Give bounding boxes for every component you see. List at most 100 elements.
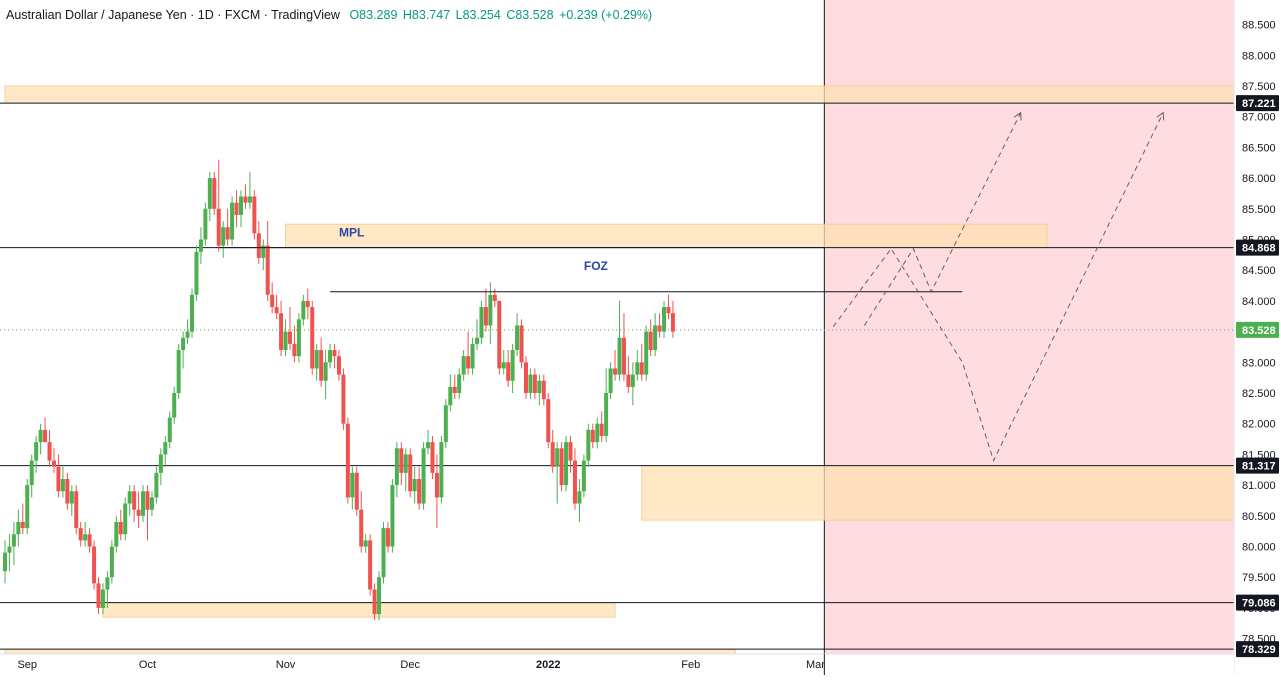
candle[interactable]: [635, 362, 640, 375]
candle[interactable]: [394, 448, 399, 486]
candle[interactable]: [51, 460, 56, 467]
candle[interactable]: [488, 294, 493, 326]
candle[interactable]: [287, 331, 292, 344]
candle[interactable]: [372, 589, 377, 615]
candle[interactable]: [439, 442, 444, 498]
candle[interactable]: [426, 442, 431, 449]
candle[interactable]: [363, 540, 368, 547]
candle[interactable]: [381, 528, 386, 578]
candle[interactable]: [92, 546, 97, 584]
candle[interactable]: [434, 472, 439, 498]
candle[interactable]: [34, 442, 39, 461]
candle[interactable]: [568, 442, 573, 461]
candle[interactable]: [443, 405, 448, 443]
projection-path[interactable]: [863, 114, 1020, 326]
candle[interactable]: [292, 343, 297, 357]
price-label-box[interactable]: [1236, 641, 1279, 658]
price-label-box[interactable]: [1236, 95, 1279, 112]
candle[interactable]: [78, 528, 83, 541]
candle[interactable]: [109, 546, 114, 578]
candle[interactable]: [621, 337, 626, 375]
candle[interactable]: [336, 356, 341, 375]
supply-demand-zone[interactable]: [102, 602, 616, 618]
candle[interactable]: [194, 251, 199, 295]
candle[interactable]: [510, 350, 515, 381]
candle[interactable]: [221, 227, 226, 246]
candle[interactable]: [403, 454, 408, 473]
candle[interactable]: [167, 417, 172, 443]
candle[interactable]: [479, 307, 484, 338]
candle[interactable]: [154, 472, 159, 498]
candle[interactable]: [323, 362, 328, 381]
candle[interactable]: [207, 178, 212, 209]
candle[interactable]: [350, 472, 355, 498]
candle[interactable]: [639, 362, 644, 375]
candle[interactable]: [653, 325, 658, 351]
foz-annotation[interactable]: FOZ: [584, 259, 608, 273]
candle[interactable]: [341, 374, 346, 424]
candle[interactable]: [87, 534, 92, 547]
candle[interactable]: [559, 448, 564, 486]
candle[interactable]: [586, 429, 591, 461]
candle[interactable]: [83, 534, 88, 541]
price-label-box[interactable]: [1236, 321, 1279, 338]
candle[interactable]: [332, 350, 337, 357]
candle[interactable]: [239, 196, 244, 215]
candle[interactable]: [56, 466, 61, 492]
candle[interactable]: [617, 337, 622, 375]
supply-demand-zone[interactable]: [641, 465, 1235, 521]
mpl-annotation[interactable]: MPL: [339, 225, 364, 239]
supply-demand-zone[interactable]: [285, 223, 1048, 248]
candle[interactable]: [11, 534, 16, 547]
candle[interactable]: [590, 429, 595, 443]
candle[interactable]: [515, 325, 520, 351]
candle[interactable]: [118, 521, 123, 535]
candle[interactable]: [136, 509, 141, 516]
candle[interactable]: [252, 196, 257, 234]
candle[interactable]: [345, 423, 350, 498]
candle[interactable]: [114, 521, 119, 547]
candle[interactable]: [172, 393, 177, 418]
candle[interactable]: [666, 307, 671, 314]
candle[interactable]: [158, 454, 163, 473]
candle[interactable]: [546, 399, 551, 443]
candle[interactable]: [319, 350, 324, 381]
candle[interactable]: [225, 227, 230, 240]
supply-demand-zone[interactable]: [4, 85, 1235, 104]
candle[interactable]: [127, 491, 132, 504]
candle[interactable]: [537, 380, 542, 394]
candle[interactable]: [523, 362, 528, 394]
candle[interactable]: [149, 497, 154, 510]
candle[interactable]: [630, 374, 635, 387]
candle[interactable]: [528, 374, 533, 394]
candle[interactable]: [581, 460, 586, 492]
candle[interactable]: [541, 380, 546, 400]
candle[interactable]: [283, 331, 288, 351]
candle[interactable]: [47, 442, 52, 461]
candle[interactable]: [247, 196, 252, 203]
projection-path[interactable]: [832, 114, 1163, 462]
candle[interactable]: [497, 300, 502, 369]
candle[interactable]: [452, 386, 457, 394]
candle[interactable]: [305, 300, 310, 308]
candle[interactable]: [310, 307, 315, 369]
candle[interactable]: [385, 528, 390, 547]
candle[interactable]: [60, 478, 65, 492]
candle[interactable]: [461, 356, 466, 375]
candle[interactable]: [69, 491, 74, 504]
candle[interactable]: [626, 374, 631, 387]
candle[interactable]: [16, 521, 21, 535]
symbol-title[interactable]: Australian Dollar / Japanese Yen · 1D · …: [6, 8, 340, 22]
price-label-box[interactable]: [1236, 594, 1279, 611]
candle[interactable]: [448, 386, 453, 406]
candle[interactable]: [212, 178, 217, 209]
candle[interactable]: [74, 491, 79, 529]
candle[interactable]: [234, 202, 239, 215]
candle[interactable]: [421, 448, 426, 504]
candle[interactable]: [3, 552, 7, 572]
candle[interactable]: [270, 294, 275, 308]
candle[interactable]: [265, 245, 270, 295]
candle[interactable]: [412, 478, 417, 492]
